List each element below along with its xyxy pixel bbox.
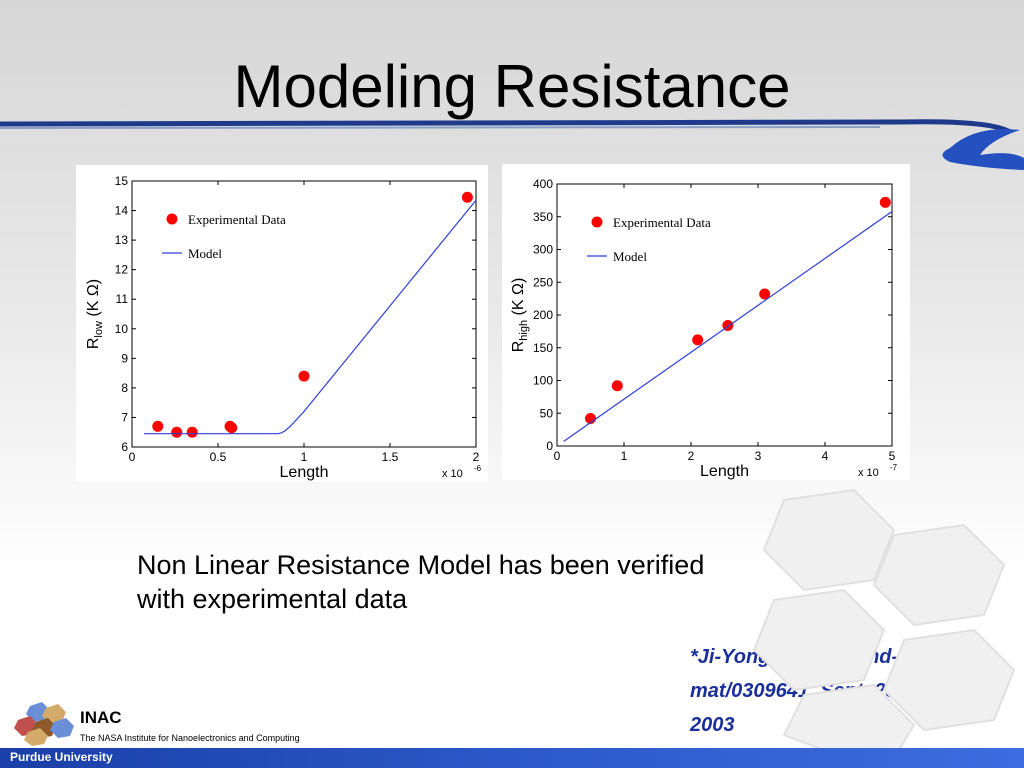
chart1-ytick-label-1: 50 — [540, 406, 554, 420]
chart0-ytick-label-5: 11 — [116, 292, 129, 306]
caption-line-1: Non Linear Resistance Model has been ver… — [137, 550, 705, 580]
hexagon-background-decoration — [752, 488, 1016, 750]
chart1-x-exponent: -7 — [890, 463, 898, 472]
chart1-ytick-label-0: 0 — [546, 439, 553, 453]
chart1-ytick-label-4: 200 — [533, 308, 553, 322]
chart0-xtick-label-0: 0 — [129, 450, 136, 464]
chart1-legend-point-marker — [591, 216, 603, 228]
inac-logo-icon — [14, 702, 74, 746]
chart0-legend-model-label: Model — [188, 246, 222, 261]
chart1-legend-model-label: Model — [613, 249, 647, 264]
chart1-ytick-label-2: 100 — [533, 374, 553, 388]
chart1-xtick-label-0: 0 — [554, 449, 561, 463]
chart1-xtick-label-5: 5 — [889, 449, 896, 463]
caption-line-2: with experimental data — [137, 584, 408, 614]
chart-r-low-svg: 0 0.5 1 1.5 2 6 7 8 9 10 11 12 13 14 15 Length x 10 -6 Rlo… — [85, 174, 482, 481]
chart1-ytick-label-7: 350 — [533, 210, 553, 224]
chart0-series-model-line — [144, 199, 477, 435]
chart0-ytick-label-0: 6 — [121, 440, 128, 454]
chart1-ytick-label-8: 400 — [533, 177, 553, 191]
chart0-legend-point-marker — [166, 213, 178, 225]
chart0-ytick-label-2: 8 — [121, 381, 128, 395]
chart1-xtick-label-4: 4 — [822, 449, 829, 463]
chart1-xtick-label-1: 1 — [621, 449, 628, 463]
chart0-ytick-label-7: 13 — [115, 233, 129, 247]
chart0-ytick-label-3: 9 — [121, 351, 128, 365]
chart0-data-point-2 — [186, 426, 198, 438]
footer-university: Purdue University — [10, 750, 113, 764]
chart0-ytick-label-1: 7 — [121, 410, 128, 424]
chart1-ylabel-sub: high — [518, 320, 530, 341]
slide-title: Modeling Resistance — [233, 53, 791, 120]
chart-r-high: 0 1 2 3 4 5 0 50 100 150 200 250 300 350 400 Length x 10… — [502, 164, 910, 480]
org-short-name: INAC — [80, 708, 122, 727]
chart1-ylabel-main: R — [510, 341, 527, 353]
chart1-data-point-5 — [879, 196, 891, 208]
chart1-ytick-label-6: 300 — [533, 243, 553, 257]
chart0-data-point-1 — [171, 426, 183, 438]
chart1-ytick-label-3: 150 — [533, 341, 553, 355]
chart0-ylabel-unit: (K Ω) — [85, 279, 102, 321]
chart0-ytick-label-6: 12 — [115, 263, 129, 277]
chart0-xtick-label-3: 1.5 — [382, 450, 399, 464]
chart0-ylabel-main: R — [85, 338, 102, 350]
chart1-xlabel: Length — [700, 463, 749, 480]
chart1-data-point-1 — [611, 380, 623, 392]
chart0-data-point-0 — [152, 420, 164, 432]
chart1-legend-experimental-label: Experimental Data — [613, 215, 711, 230]
org-full-name: The NASA Institute for Nanoelectronics a… — [80, 733, 300, 743]
chart0-xtick-label-1: 0.5 — [210, 450, 227, 464]
chart0-ytick-label-9: 15 — [115, 174, 129, 188]
chart0-data-point-6 — [461, 191, 473, 203]
chart1-ytick-label-5: 250 — [533, 275, 553, 289]
chart0-x-exponent: -6 — [474, 464, 482, 473]
chart0-xtick-label-2: 1 — [301, 450, 308, 464]
chart1-ylabel-unit: (K Ω) — [510, 278, 527, 320]
chart1-xtick-label-3: 3 — [755, 449, 762, 463]
chart1-ylabel: Rhigh (K Ω) — [510, 278, 530, 353]
chart1-data-point-2 — [692, 334, 704, 346]
chart-r-low: 0 0.5 1 1.5 2 6 7 8 9 10 11 12 13 14 15 Length x 10 -6 Rlo… — [76, 165, 488, 482]
chart1-x-multiplier: x 10 — [858, 467, 879, 479]
chart0-ylabel: Rlow (K Ω) — [85, 279, 105, 349]
chart0-ytick-label-4: 10 — [115, 322, 129, 336]
header-swoosh-decoration — [0, 119, 1024, 170]
caption: Non Linear Resistance Model has been ver… — [137, 548, 877, 616]
chart0-plot-frame — [131, 180, 477, 448]
chart1-plot-frame — [556, 183, 893, 447]
chart0-ylabel-sub: low — [93, 321, 105, 338]
chart1-xtick-label-2: 2 — [688, 449, 695, 463]
chart0-xlabel: Length — [280, 464, 329, 481]
reference-line-3: 2003 — [690, 714, 735, 736]
footer-bar — [0, 748, 1024, 768]
chart0-x-multiplier: x 10 — [442, 468, 463, 480]
chart1-series-model-line — [563, 211, 893, 442]
chart0-data-point-4 — [226, 422, 238, 434]
chart1-data-point-4 — [759, 288, 771, 300]
chart0-data-point-5 — [298, 370, 310, 382]
chart0-legend-experimental-label: Experimental Data — [188, 212, 286, 227]
chart0-ytick-label-8: 14 — [115, 204, 129, 218]
chart0-xtick-label-4: 2 — [473, 450, 480, 464]
